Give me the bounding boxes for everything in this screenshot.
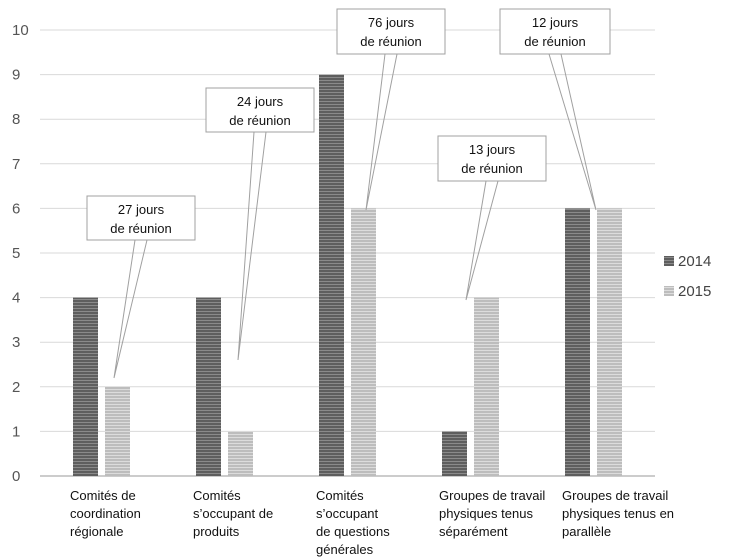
callout-box (205, 87, 315, 133)
category-label: parallèle (562, 524, 611, 539)
bar-2014-1 (196, 297, 221, 476)
callout-box (86, 195, 196, 241)
category-label: de questions (316, 524, 390, 539)
bar-2014-4 (565, 208, 590, 476)
callout-pointer (113, 239, 148, 379)
bar-2015-1 (228, 431, 253, 476)
callout-box (336, 8, 446, 55)
callouts: 27 jours de réunion 24 jours de réunion 76 j… (86, 8, 611, 379)
y-tick-label: 5 (12, 245, 20, 262)
callout-label: de réunion (360, 34, 421, 49)
callout-label: de réunion (461, 161, 522, 176)
category-label: séparément (439, 524, 508, 539)
legend-label-2014: 2014 (678, 253, 711, 270)
category-label: Comités de (70, 488, 136, 503)
y-tick-label: 2 (12, 379, 20, 396)
callout-label: 27 jours (118, 202, 165, 217)
callout-box (499, 8, 611, 55)
category-label: coordination (70, 506, 141, 521)
callout-box (437, 135, 547, 182)
category-label: générales (316, 542, 374, 557)
callout-label: de réunion (524, 34, 585, 49)
category-label: Groupes de travail (562, 488, 668, 503)
y-tick-label: 1 (12, 423, 20, 440)
gridlines (40, 29, 655, 477)
bar-2014-3 (442, 431, 467, 476)
bar-2015-0 (105, 386, 130, 476)
y-axis: 0 1 2 3 4 5 6 7 8 9 10 (12, 22, 29, 485)
category-label: physiques tenus en (562, 506, 674, 521)
bar-2015-3 (474, 297, 499, 476)
y-tick-label: 7 (12, 156, 20, 173)
category-label: s’occupant de (193, 506, 273, 521)
y-tick-label: 6 (12, 200, 20, 217)
callout-pointer (365, 53, 398, 211)
bar-2014-0 (73, 297, 98, 476)
callout-label: 12 jours (532, 15, 579, 30)
y-tick-label: 8 (12, 111, 20, 128)
bar-2015-4 (597, 208, 622, 476)
category-label: physiques tenus (439, 506, 533, 521)
category-label: s’occupant (316, 506, 379, 521)
bar-2014-2 (319, 74, 344, 476)
category-label: Comités (316, 488, 364, 503)
callout-label: de réunion (229, 113, 290, 128)
legend: 2014 2015 (664, 253, 711, 300)
y-tick-label: 10 (12, 22, 29, 39)
callout-label: de réunion (110, 221, 171, 236)
y-tick-label: 4 (12, 290, 20, 307)
category-label: Comités (193, 488, 241, 503)
legend-swatch-2015 (664, 286, 674, 296)
callout-label: 13 jours (469, 142, 516, 157)
category-label: produits (193, 524, 240, 539)
callout-pointer (237, 131, 267, 361)
bar-2015-2 (351, 208, 376, 476)
x-axis: Comités de coordination régionale Comités s’… (70, 488, 674, 557)
callout-pointer (465, 180, 499, 301)
legend-swatch-2014 (664, 256, 674, 266)
y-tick-label: 0 (12, 468, 20, 485)
callout-label: 76 jours (368, 15, 415, 30)
y-tick-label: 9 (12, 67, 20, 84)
category-label: Groupes de travail (439, 488, 545, 503)
y-tick-label: 3 (12, 334, 20, 351)
legend-label-2015: 2015 (678, 283, 711, 300)
category-label: régionale (70, 524, 124, 539)
bars (73, 74, 622, 476)
callout-pointer (548, 53, 597, 211)
callout-label: 24 jours (237, 94, 284, 109)
